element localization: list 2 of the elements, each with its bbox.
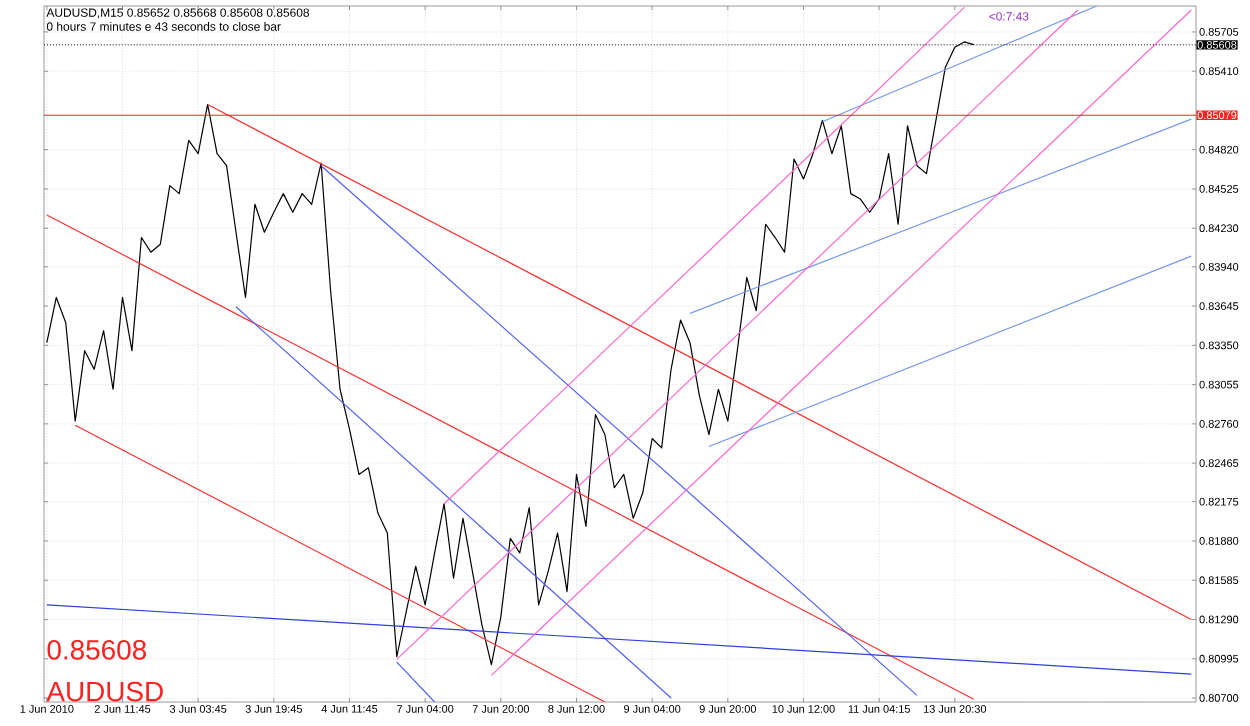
annotation: 0.85608 [47, 639, 147, 660]
annotation: AUDUSD [46, 681, 163, 702]
